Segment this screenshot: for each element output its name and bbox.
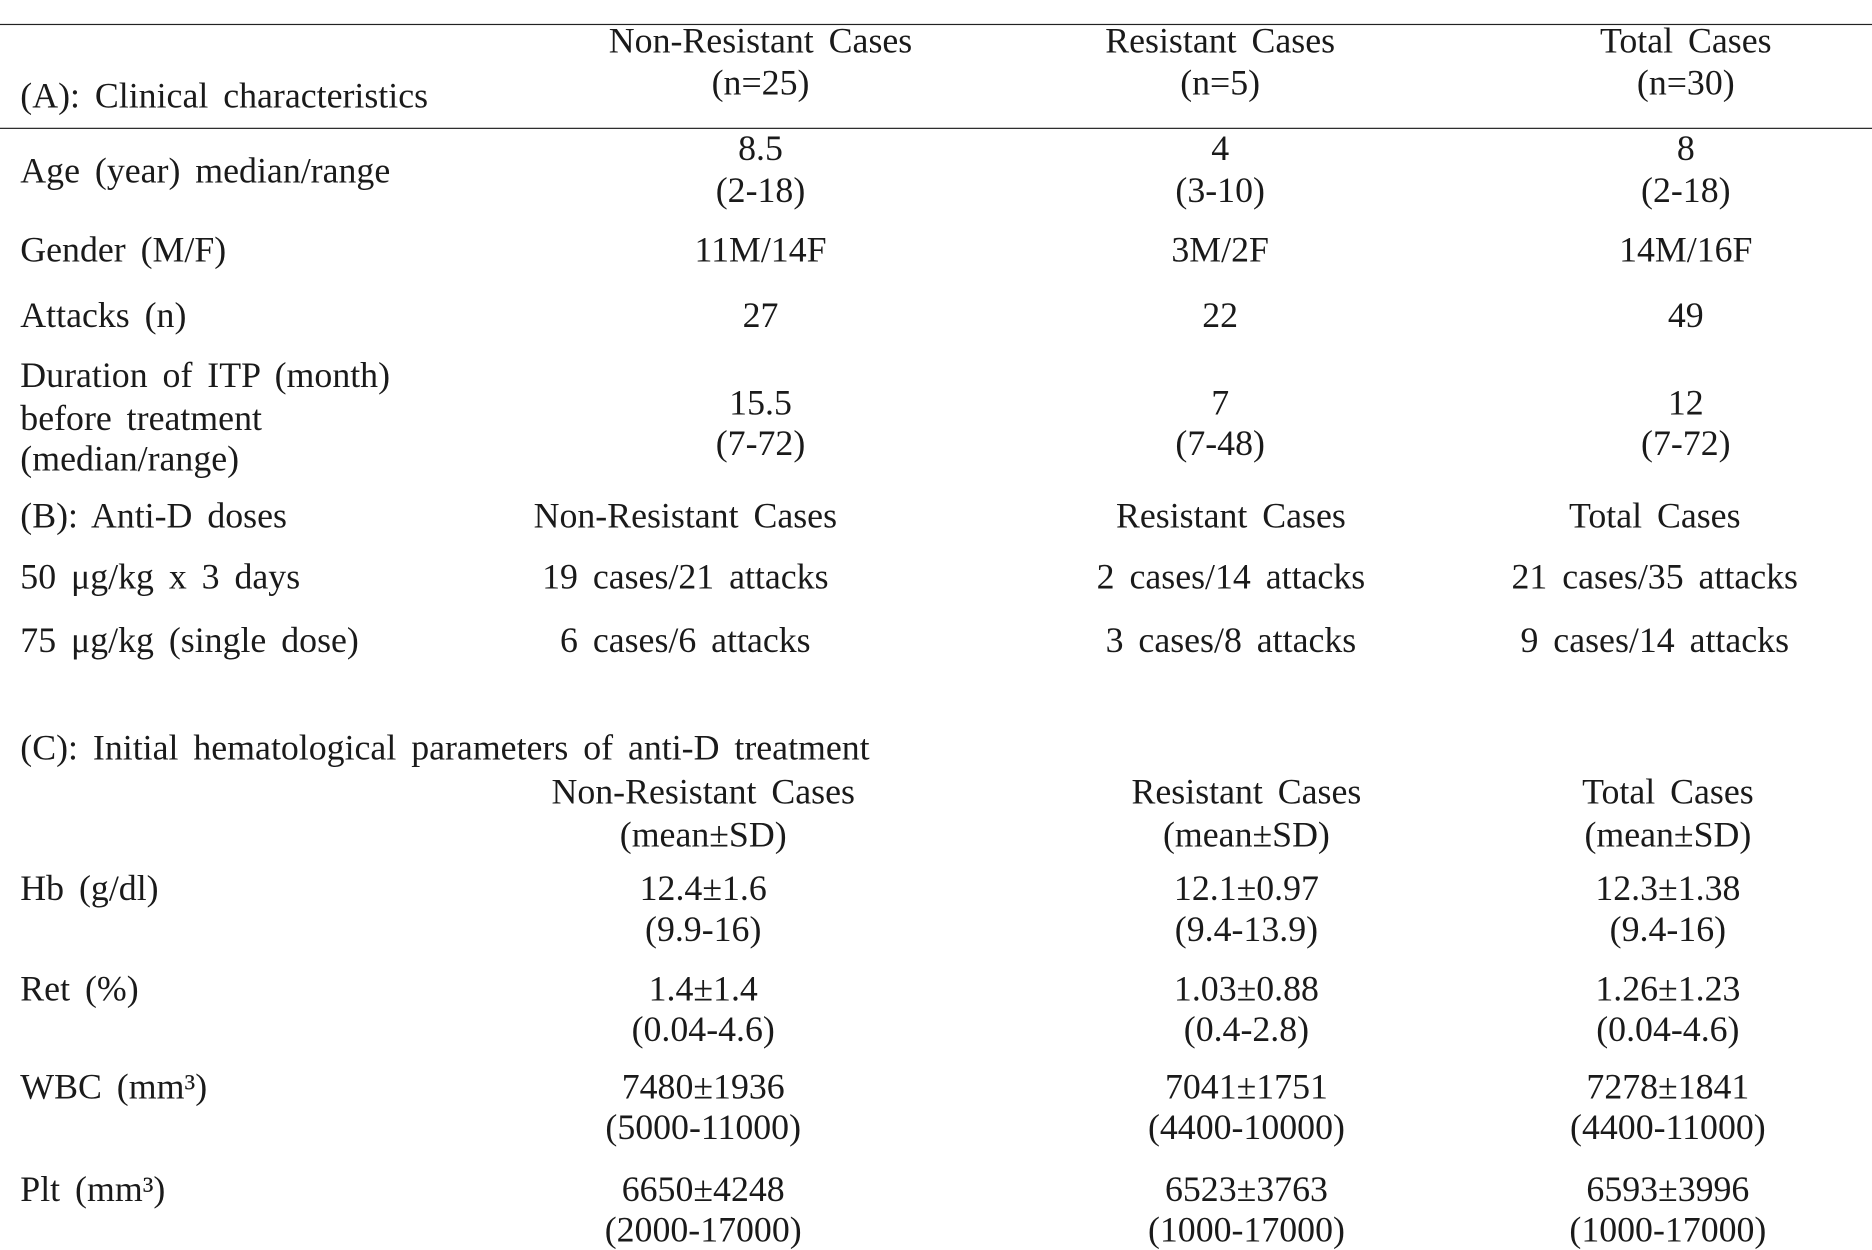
cell: (0.04-4.6) bbox=[631, 1010, 775, 1050]
cell: 49 bbox=[1667, 296, 1704, 336]
row-label: 75 μg/kg (single dose) bbox=[20, 620, 359, 661]
column-header: (mean±SD) bbox=[1162, 815, 1330, 855]
cell: (2000-17000) bbox=[604, 1210, 802, 1250]
row-label: Ret (%) bbox=[20, 969, 139, 1009]
row-label: Age (year) median/range bbox=[20, 151, 391, 192]
cell: (4400-10000) bbox=[1147, 1107, 1345, 1148]
cell: 9 cases/14 attacks bbox=[1520, 620, 1790, 661]
cell: 4 bbox=[1211, 128, 1230, 169]
column-header: (n=30) bbox=[1636, 63, 1735, 103]
cell: (9.4-16) bbox=[1609, 909, 1727, 950]
cell: (2-18) bbox=[715, 170, 806, 211]
column-header: Total Cases bbox=[1568, 496, 1741, 537]
cell: (0.4-2.8) bbox=[1183, 1010, 1310, 1050]
cell: (9.4-13.9) bbox=[1174, 909, 1319, 950]
cell: 8 bbox=[1676, 128, 1695, 169]
cell: 3 cases/8 attacks bbox=[1105, 620, 1357, 661]
row-label: Duration of ITP (month) bbox=[20, 355, 391, 396]
cell: (4400-11000) bbox=[1570, 1107, 1766, 1148]
cell: 1.03±0.88 bbox=[1173, 969, 1319, 1009]
row-label: Attacks (n) bbox=[20, 296, 187, 336]
row-label: Plt (mm³) bbox=[20, 1170, 166, 1210]
cell: (1000-17000) bbox=[1569, 1210, 1767, 1250]
cell: 19 cases/21 attacks bbox=[542, 557, 829, 597]
row-label: (median/range) bbox=[20, 439, 240, 479]
cell: 12.4±1.6 bbox=[639, 869, 767, 909]
column-header: Non-Resistant Cases bbox=[608, 21, 913, 61]
cell: 27 bbox=[742, 296, 779, 336]
cell: (7-72) bbox=[715, 423, 806, 464]
cell: 22 bbox=[1202, 296, 1239, 336]
column-header: Resistant Cases bbox=[1105, 21, 1336, 61]
cell: (9.9-16) bbox=[645, 909, 762, 950]
column-header: Total Cases bbox=[1599, 21, 1772, 61]
cell: 6650±4248 bbox=[621, 1170, 785, 1210]
column-header: Resistant Cases bbox=[1115, 496, 1346, 537]
top-rule bbox=[0, 23, 1872, 26]
column-header: Resistant Cases bbox=[1131, 772, 1362, 812]
cell: 1.4±1.4 bbox=[648, 969, 758, 1009]
cell: 6 cases/6 attacks bbox=[559, 620, 811, 661]
cell: (7-48) bbox=[1175, 423, 1265, 464]
section-title: (C): Initial hematological parameters of… bbox=[20, 728, 870, 768]
row-label: WBC (mm³) bbox=[20, 1067, 208, 1107]
cell: (1000-17000) bbox=[1147, 1210, 1345, 1250]
row-label: 50 μg/kg x 3 days bbox=[20, 557, 301, 597]
cell: 6523±3763 bbox=[1164, 1170, 1328, 1210]
cell: 6593±3996 bbox=[1586, 1170, 1750, 1210]
cell: 7278±1841 bbox=[1586, 1067, 1750, 1107]
cell: 7 bbox=[1211, 383, 1230, 423]
cell: 12 bbox=[1667, 383, 1704, 423]
cell: 12.1±0.97 bbox=[1173, 869, 1319, 909]
column-header: (n=5) bbox=[1180, 63, 1261, 103]
cell: (2-18) bbox=[1641, 170, 1731, 211]
cell: 14M/16F bbox=[1619, 230, 1753, 270]
column-header: Non-Resistant Cases bbox=[551, 772, 855, 812]
cell: 3M/2F bbox=[1171, 230, 1269, 270]
cell: 15.5 bbox=[729, 383, 792, 423]
section-title: (A): Clinical characteristics bbox=[20, 76, 429, 116]
cell: 2 cases/14 attacks bbox=[1096, 557, 1366, 597]
column-header: (n=25) bbox=[711, 63, 810, 103]
row-label: before treatment bbox=[20, 398, 262, 439]
column-header: (mean±SD) bbox=[619, 815, 787, 855]
cell: 12.3±1.38 bbox=[1595, 869, 1741, 909]
column-header: Non-Resistant Cases bbox=[533, 496, 838, 537]
cell: (3-10) bbox=[1175, 170, 1265, 211]
section-title: (B): Anti-D doses bbox=[20, 496, 287, 537]
cell: 21 cases/35 attacks bbox=[1511, 557, 1798, 597]
row-label: Gender (M/F) bbox=[20, 230, 227, 270]
column-header: (mean±SD) bbox=[1584, 815, 1752, 855]
header-rule bbox=[0, 127, 1872, 129]
cell: (0.04-4.6) bbox=[1596, 1010, 1740, 1050]
cell: 11M/14F bbox=[694, 230, 827, 270]
cell: 8.5 bbox=[738, 128, 783, 169]
cell: 7480±1936 bbox=[621, 1067, 785, 1107]
column-header: Total Cases bbox=[1582, 772, 1754, 812]
cell: (7-72) bbox=[1641, 423, 1731, 464]
cell: (5000-11000) bbox=[605, 1107, 802, 1148]
cell: 7041±1751 bbox=[1164, 1067, 1328, 1107]
cell: 1.26±1.23 bbox=[1595, 969, 1741, 1009]
row-label: Hb (g/dl) bbox=[20, 869, 159, 909]
